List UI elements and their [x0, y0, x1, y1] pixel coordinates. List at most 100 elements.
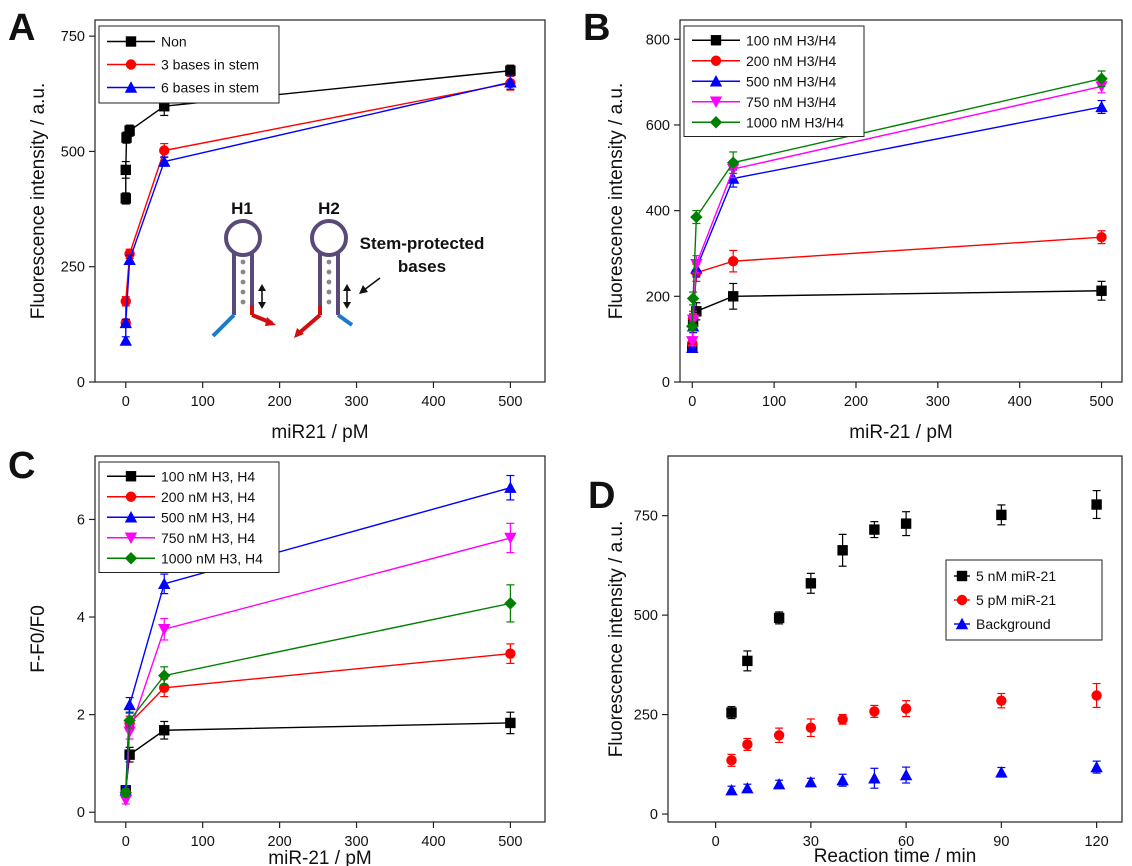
panel-c-legend-label: 1000 nM H3, H4	[161, 550, 263, 566]
panel-a-data-point	[159, 145, 170, 156]
panel-c-data-point	[159, 682, 170, 693]
panel-c-series-line	[125, 722, 511, 791]
panel-c-data-point	[504, 597, 517, 610]
panel-a-ytick-label: 0	[77, 375, 85, 391]
panel-a-legend-label: 3 bases in stem	[161, 57, 259, 73]
panel-b-legend-label: 750 nM H3/H4	[746, 94, 836, 110]
panel-b-xlabel: miR-21 / pM	[849, 422, 952, 443]
panel-c-legend-marker	[124, 532, 138, 544]
panel-d-ylabel: Fluorescence intensity / a.u.	[606, 521, 627, 758]
panel-c-legend-marker	[125, 471, 137, 482]
panel-d-data-point	[869, 706, 880, 717]
panel-c-series	[120, 643, 516, 798]
panel-b-series-line	[691, 290, 1102, 348]
h2-tail	[296, 313, 322, 336]
panel-a-data-point	[504, 76, 517, 88]
panel-a-axes-frame	[94, 19, 546, 383]
panel-letter-b: B	[583, 7, 610, 49]
panel-d-data-point	[773, 612, 785, 624]
panel-d-data-point	[996, 509, 1007, 521]
panel-b-data-point	[1095, 72, 1108, 85]
panel-d-data-point	[805, 722, 817, 733]
panel-a-data-point	[159, 101, 170, 112]
panel-d-data-point	[804, 776, 818, 788]
panel-d-data-point	[900, 703, 912, 714]
panel-d-xtick-label: 30	[803, 834, 819, 850]
panel-b-ytick-label: 200	[646, 289, 670, 305]
panel-b-data-point	[1096, 232, 1107, 243]
panel-d-legend-marker	[956, 594, 968, 606]
panel-d-xtick-label: 0	[712, 834, 720, 850]
panel-a-data-point	[120, 296, 131, 307]
label-stem-protected: Stem-protected	[360, 234, 485, 253]
panel-c-data-point	[158, 577, 171, 590]
panel-d-data-point	[899, 768, 913, 781]
panel-b-data-point	[686, 336, 699, 348]
panel-b-data-point	[728, 255, 739, 267]
panel-d-data-point	[1091, 690, 1102, 701]
panel-b-data-point	[690, 258, 703, 271]
panel-b-xtick-label: 300	[926, 394, 950, 410]
panel-d-data-point	[995, 766, 1008, 778]
panel-d-legend-marker	[956, 570, 968, 582]
panel-d-data-point	[837, 714, 848, 725]
panel-a-data-point	[505, 65, 516, 76]
panel-d-ytick-label: 750	[634, 509, 658, 525]
panel-b-legend: 100 nM H3/H4 200 nM H3/H4 500 nM H3/H4 750 …	[683, 25, 865, 137]
panel-c-legend-label: 100 nM H3, H4	[161, 468, 255, 484]
h2-toehold	[336, 313, 354, 327]
panel-c-series-line	[125, 602, 511, 793]
panel-c-data-point	[504, 481, 517, 493]
panel-b-data-point	[1096, 285, 1107, 296]
panel-a-data-point	[124, 125, 135, 136]
panel-c-series	[119, 584, 517, 799]
panel-b-legend-label: 100 nM H3/H4	[746, 32, 836, 48]
panel-a-data-point	[120, 164, 131, 176]
panel-a-ylabel: Fluorescence intensity / a.u.	[28, 83, 49, 320]
stem-pointer-arrow	[363, 277, 381, 291]
panel-b-ytick-label: 800	[646, 32, 670, 48]
panel-b-data-point	[686, 320, 699, 333]
h1-tail-arrowhead	[265, 317, 276, 326]
panel-c-data-point	[123, 714, 136, 727]
panel-d-data-point	[869, 524, 880, 535]
panel-b-ytick-label: 400	[646, 204, 670, 220]
panel-b-series	[686, 99, 1108, 353]
panel-b-legend-marker	[709, 116, 723, 129]
panel-a-chart: 0 100 200 300 400 500 0 250 500 750 miR21 / pM Fluo…	[28, 19, 546, 443]
panel-b-ytick-label: 600	[646, 118, 670, 134]
panel-b-legend-marker	[710, 55, 722, 66]
panel-d-data-point	[772, 778, 786, 790]
panel-a-xtick-label: 0	[122, 394, 130, 410]
panel-d-data-point	[742, 739, 753, 750]
panel-a-legend-marker	[124, 81, 138, 93]
panel-c-chart: 0 100 200 300 400 500 0 2 4 6 miR-21 / pM F-F0/F0 10…	[28, 455, 546, 866]
h2-loop	[310, 219, 348, 257]
panel-d-data-point	[773, 730, 785, 741]
panel-c-data-point	[158, 624, 171, 636]
panel-b-axes-frame	[679, 19, 1123, 383]
panel-d-xtick-label: 120	[1084, 834, 1108, 850]
panel-c-ytick-label: 0	[77, 805, 85, 821]
panel-b-data-point	[1095, 100, 1108, 113]
panel-c-series-line	[125, 652, 511, 793]
panel-a-ytick-label: 750	[61, 29, 85, 45]
panel-d-axes-frame	[667, 455, 1123, 823]
panel-c-xtick-label: 0	[122, 834, 130, 850]
panel-d-legend-label: Background	[976, 616, 1051, 632]
panel-d-legend-marker	[955, 617, 969, 630]
panel-c-legend-label: 200 nM H3, H4	[161, 489, 255, 505]
hairpin-h2: H2	[294, 199, 354, 338]
panel-a-legend-label: Non	[161, 34, 187, 50]
panel-b-data-point	[728, 291, 739, 302]
panel-b-ylabel: Fluorescence intensity / a.u.	[606, 83, 627, 320]
panel-d-data-point	[900, 518, 912, 529]
panel-c-data-point	[505, 717, 516, 729]
panel-d-data-point	[741, 781, 754, 794]
panel-d-chart: 0 30 60 90 120 0 250 500 750 Reaction time / min F…	[606, 455, 1123, 866]
hairpin-h1: H1	[211, 199, 276, 338]
panel-c-legend-marker	[124, 511, 138, 523]
panel-d-data-point	[805, 578, 817, 589]
panel-b-series	[687, 280, 1107, 353]
